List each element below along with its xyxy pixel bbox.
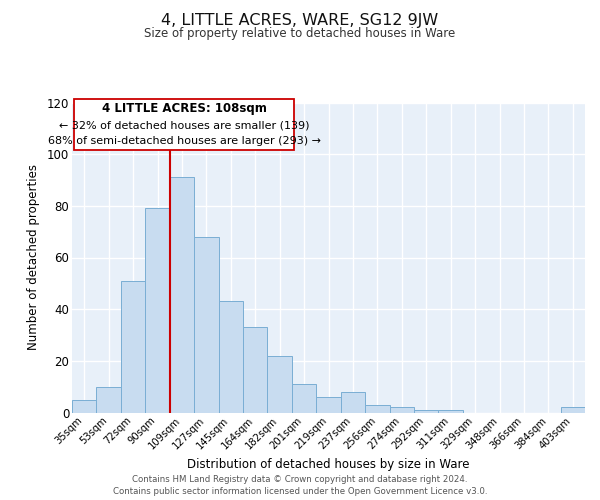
- Bar: [268, 356, 292, 412]
- Bar: [560, 408, 585, 412]
- Text: 68% of semi-detached houses are larger (293) →: 68% of semi-detached houses are larger (…: [47, 136, 320, 146]
- Text: 4 LITTLE ACRES: 108sqm: 4 LITTLE ACRES: 108sqm: [101, 102, 266, 116]
- Text: Size of property relative to detached houses in Ware: Size of property relative to detached ho…: [145, 28, 455, 40]
- Bar: [341, 392, 365, 412]
- Bar: [72, 400, 97, 412]
- FancyBboxPatch shape: [74, 98, 294, 150]
- Bar: [365, 405, 389, 412]
- Bar: [194, 237, 218, 412]
- Bar: [145, 208, 170, 412]
- Text: Contains public sector information licensed under the Open Government Licence v3: Contains public sector information licen…: [113, 486, 487, 496]
- Text: 4, LITTLE ACRES, WARE, SG12 9JW: 4, LITTLE ACRES, WARE, SG12 9JW: [161, 12, 439, 28]
- Bar: [170, 178, 194, 412]
- Bar: [292, 384, 316, 412]
- Text: Contains HM Land Registry data © Crown copyright and database right 2024.: Contains HM Land Registry data © Crown c…: [132, 474, 468, 484]
- Bar: [316, 397, 341, 412]
- Bar: [121, 281, 145, 412]
- Text: ← 32% of detached houses are smaller (139): ← 32% of detached houses are smaller (13…: [59, 121, 310, 131]
- Bar: [414, 410, 439, 412]
- Bar: [218, 302, 243, 412]
- Bar: [389, 408, 414, 412]
- X-axis label: Distribution of detached houses by size in Ware: Distribution of detached houses by size …: [187, 458, 470, 471]
- Bar: [243, 327, 268, 412]
- Bar: [97, 386, 121, 412]
- Y-axis label: Number of detached properties: Number of detached properties: [27, 164, 40, 350]
- Bar: [439, 410, 463, 412]
